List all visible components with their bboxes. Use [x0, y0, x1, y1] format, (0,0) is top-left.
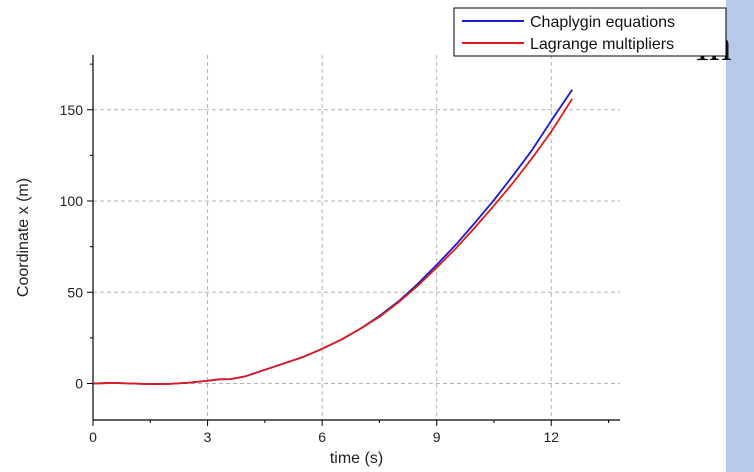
tick-marks: [87, 63, 610, 426]
x-tick-label: 3: [204, 429, 212, 445]
x-tick-label: 6: [318, 429, 326, 445]
y-tick-label: 150: [60, 102, 84, 118]
x-tick-label: 9: [433, 429, 441, 445]
series-line-2: [92, 98, 574, 385]
y-tick-label: 0: [75, 376, 83, 392]
legend-entry-label: Lagrange multipliers: [530, 36, 674, 53]
series-line-1: [92, 89, 574, 385]
axes: [92, 55, 620, 421]
legend-entry-label: Chaplygin equations: [530, 14, 675, 31]
x-axis-label: time (s): [330, 450, 383, 467]
y-axis-label: Coordinate x (m): [15, 178, 32, 297]
legend: Chaplygin equations Lagrange multipliers: [453, 7, 727, 57]
y-tick-label: 50: [67, 284, 83, 300]
side-panel: [726, 0, 754, 472]
y-tick-label: 100: [60, 193, 84, 209]
x-tick-label: 0: [89, 429, 97, 445]
tick-labels: 0 3 6 9 12 0 50 100 150: [60, 102, 560, 445]
grid: [93, 55, 620, 420]
x-tick-label: 12: [543, 429, 559, 445]
series-lines: [92, 89, 574, 385]
legend-box: [453, 7, 727, 57]
